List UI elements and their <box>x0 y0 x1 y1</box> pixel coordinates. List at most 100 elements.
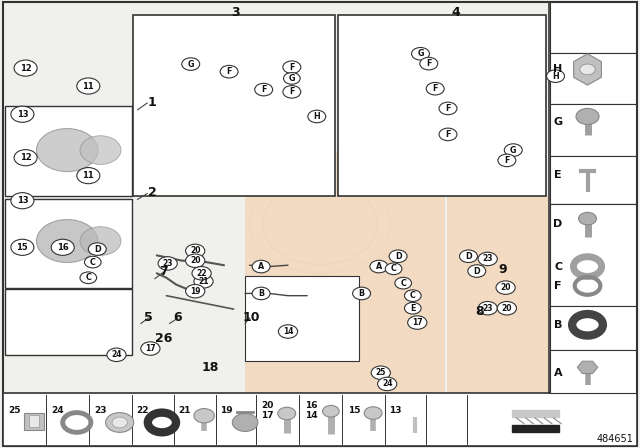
Text: 21: 21 <box>198 277 209 286</box>
Text: 12: 12 <box>20 64 31 73</box>
Text: 16: 16 <box>57 243 68 252</box>
Text: 23: 23 <box>94 406 107 415</box>
Circle shape <box>439 128 457 141</box>
Text: 16
14: 16 14 <box>305 401 318 420</box>
Text: C: C <box>554 262 562 271</box>
Circle shape <box>284 73 300 84</box>
Text: B: B <box>554 320 563 330</box>
Circle shape <box>278 325 298 338</box>
Circle shape <box>80 272 97 284</box>
Bar <box>550 2 636 53</box>
Text: 23: 23 <box>483 304 493 313</box>
Text: 9: 9 <box>498 263 507 276</box>
Text: 13: 13 <box>17 196 28 205</box>
Circle shape <box>106 413 134 432</box>
Text: 5: 5 <box>144 310 153 324</box>
Text: 13: 13 <box>17 110 28 119</box>
Text: 20
17: 20 17 <box>261 401 274 420</box>
Text: F: F <box>289 87 294 96</box>
Circle shape <box>11 239 34 255</box>
Text: 17: 17 <box>145 344 156 353</box>
Circle shape <box>194 275 213 288</box>
Text: 17: 17 <box>412 318 422 327</box>
Circle shape <box>51 239 74 255</box>
Bar <box>245 276 359 361</box>
Circle shape <box>395 277 412 289</box>
Text: 22: 22 <box>196 269 207 278</box>
Text: G: G <box>554 117 563 127</box>
Text: D: D <box>94 245 100 254</box>
Text: C: C <box>390 264 397 273</box>
Text: 12: 12 <box>20 153 31 162</box>
Bar <box>338 15 546 196</box>
Text: 19: 19 <box>220 406 232 415</box>
Circle shape <box>14 60 37 76</box>
Circle shape <box>80 227 121 255</box>
Text: E: E <box>554 170 562 180</box>
Text: F: F <box>433 84 438 93</box>
Circle shape <box>408 316 427 329</box>
Circle shape <box>496 281 515 294</box>
Bar <box>5 289 132 355</box>
Bar <box>549 2 637 393</box>
Circle shape <box>404 290 421 302</box>
Bar <box>133 15 335 196</box>
Text: 23: 23 <box>483 254 493 263</box>
Text: 8: 8 <box>476 305 484 318</box>
Circle shape <box>389 250 407 263</box>
Circle shape <box>426 82 444 95</box>
Bar <box>29 415 39 427</box>
Polygon shape <box>577 361 598 374</box>
Text: B: B <box>358 289 365 298</box>
Bar <box>550 350 636 393</box>
Text: 20: 20 <box>190 256 200 265</box>
Circle shape <box>576 108 599 125</box>
Text: A: A <box>554 368 563 378</box>
Text: 6: 6 <box>173 310 182 324</box>
Circle shape <box>107 348 126 362</box>
Text: F: F <box>554 281 562 291</box>
Circle shape <box>112 417 127 428</box>
Circle shape <box>504 144 522 156</box>
Bar <box>550 204 636 306</box>
Text: H: H <box>314 112 320 121</box>
Text: 23: 23 <box>163 259 173 268</box>
Text: 20: 20 <box>500 283 511 292</box>
Bar <box>447 195 548 393</box>
Circle shape <box>252 287 270 300</box>
Bar <box>3 393 637 446</box>
Text: 2: 2 <box>148 186 157 199</box>
Text: F: F <box>504 156 509 165</box>
Text: 25: 25 <box>8 406 21 415</box>
Text: 24: 24 <box>51 406 64 415</box>
Circle shape <box>412 47 429 60</box>
Bar <box>550 204 636 265</box>
Bar <box>5 199 132 288</box>
Circle shape <box>439 102 457 115</box>
Text: 20: 20 <box>502 304 512 313</box>
Circle shape <box>182 58 200 70</box>
Text: B: B <box>258 289 264 298</box>
Text: C: C <box>90 258 96 267</box>
Text: F: F <box>227 67 232 76</box>
Text: A: A <box>258 262 264 271</box>
Circle shape <box>220 65 238 78</box>
Circle shape <box>478 302 497 315</box>
Text: D: D <box>554 219 563 229</box>
Circle shape <box>141 342 160 355</box>
Text: 15: 15 <box>17 243 28 252</box>
Text: 11: 11 <box>83 171 94 180</box>
Text: F: F <box>445 104 451 113</box>
Text: D: D <box>474 267 480 276</box>
Circle shape <box>547 70 564 82</box>
Bar <box>5 106 132 196</box>
Text: 25: 25 <box>376 368 386 377</box>
Circle shape <box>80 136 121 164</box>
Circle shape <box>364 407 382 419</box>
Bar <box>550 156 636 204</box>
Bar <box>550 306 636 350</box>
Circle shape <box>11 193 34 209</box>
Circle shape <box>498 154 516 167</box>
Text: D: D <box>465 252 472 261</box>
Text: H: H <box>552 72 559 81</box>
